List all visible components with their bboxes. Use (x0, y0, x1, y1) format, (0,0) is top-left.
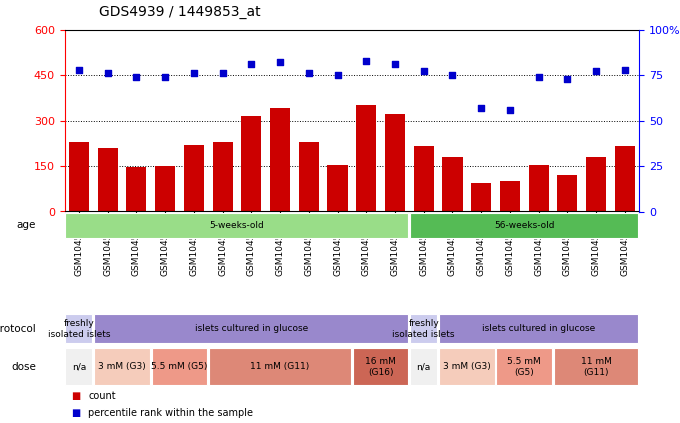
Bar (410, 349, 437, 385)
Bar (410, 213, 639, 238)
Text: 5-weeks-old: 5-weeks-old (209, 221, 265, 230)
Bar (65, 314, 92, 343)
Bar (65, 349, 92, 385)
Bar (328, 165, 347, 212)
Text: age: age (16, 220, 36, 230)
Text: percentile rank within the sample: percentile rank within the sample (88, 408, 254, 418)
Bar (528, 165, 549, 212)
Bar (558, 175, 577, 212)
Point (505, 106, 515, 113)
Point (562, 75, 573, 82)
Point (160, 74, 171, 80)
Point (188, 70, 199, 77)
Bar (413, 146, 434, 212)
Text: protocol: protocol (0, 324, 36, 334)
Bar (126, 167, 146, 212)
Bar (615, 146, 635, 212)
Text: 3 mM (G3): 3 mM (G3) (98, 363, 146, 371)
Bar (69, 142, 89, 212)
Bar (270, 108, 290, 212)
Bar (500, 181, 520, 212)
Point (591, 68, 602, 75)
Bar (152, 349, 207, 385)
Text: 3 mM (G3): 3 mM (G3) (443, 363, 491, 371)
Bar (209, 349, 351, 385)
Text: freshly
isolated islets: freshly isolated islets (392, 319, 455, 338)
Point (390, 61, 401, 68)
Text: islets cultured in glucose: islets cultured in glucose (194, 324, 308, 333)
Bar (439, 349, 494, 385)
Bar (65, 213, 409, 238)
Text: n/a: n/a (72, 363, 86, 371)
Point (332, 72, 343, 79)
Text: 5.5 mM (G5): 5.5 mM (G5) (152, 363, 207, 371)
Bar (353, 349, 409, 385)
Bar (98, 148, 118, 212)
Bar (299, 142, 319, 212)
Point (476, 104, 487, 111)
Point (131, 74, 142, 80)
Point (303, 70, 314, 77)
Text: 16 mM
(G16): 16 mM (G16) (365, 357, 396, 376)
Bar (155, 166, 175, 212)
Point (447, 72, 458, 79)
Bar (241, 116, 261, 212)
Point (533, 74, 544, 80)
Text: islets cultured in glucose: islets cultured in glucose (482, 324, 595, 333)
Bar (184, 145, 204, 212)
Bar (385, 115, 405, 212)
Bar (356, 105, 376, 212)
Text: ■: ■ (71, 391, 81, 401)
Text: freshly
isolated islets: freshly isolated islets (48, 319, 110, 338)
Text: 5.5 mM
(G5): 5.5 mM (G5) (507, 357, 541, 376)
Point (217, 70, 228, 77)
Text: GDS4939 / 1449853_at: GDS4939 / 1449853_at (99, 5, 260, 19)
Text: ■: ■ (71, 408, 81, 418)
Point (619, 66, 630, 73)
Bar (95, 314, 409, 343)
Point (418, 68, 429, 75)
Text: count: count (88, 391, 116, 401)
Bar (443, 157, 462, 212)
Bar (95, 349, 150, 385)
Bar (213, 143, 233, 212)
Bar (586, 157, 606, 212)
Point (102, 70, 113, 77)
Point (275, 59, 286, 66)
Text: dose: dose (11, 362, 36, 372)
Bar (554, 349, 639, 385)
Bar (496, 349, 552, 385)
Point (73, 66, 84, 73)
Bar (410, 314, 437, 343)
Text: n/a: n/a (417, 363, 431, 371)
Point (246, 61, 257, 68)
Bar (471, 183, 491, 212)
Text: 11 mM (G11): 11 mM (G11) (250, 363, 309, 371)
Text: 56-weeks-old: 56-weeks-old (494, 221, 554, 230)
Point (361, 57, 372, 64)
Text: 11 mM
(G11): 11 mM (G11) (581, 357, 611, 376)
Bar (439, 314, 639, 343)
